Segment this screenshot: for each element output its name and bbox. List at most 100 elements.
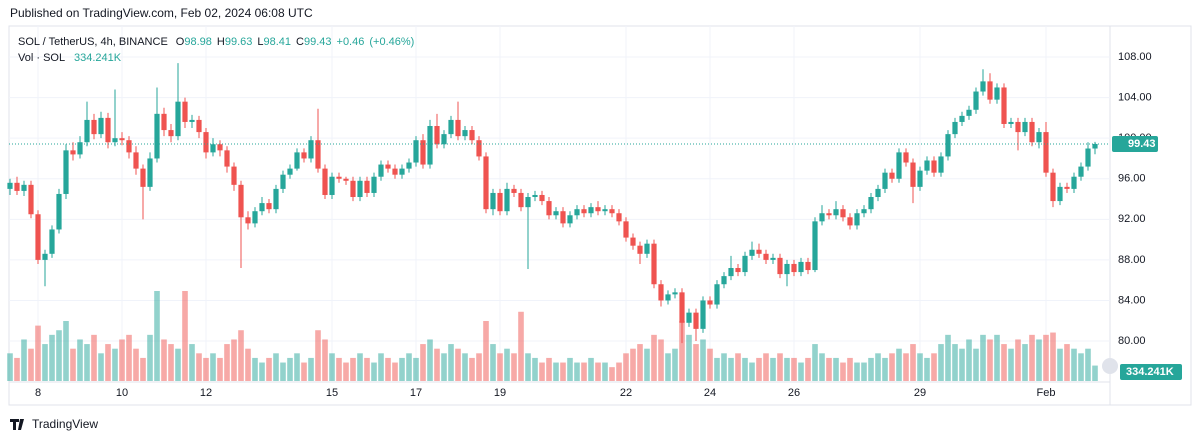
volume-bar xyxy=(483,321,489,381)
volume-bar xyxy=(392,362,398,381)
candle-body xyxy=(1057,186,1063,202)
volume-bar xyxy=(357,353,363,381)
volume-bar xyxy=(98,353,104,381)
candle-body xyxy=(889,172,895,179)
volume-bar xyxy=(546,357,552,381)
published-note: Published on TradingView.com, Feb 02, 20… xyxy=(10,6,313,20)
volume-bar xyxy=(308,357,314,381)
volume-bar xyxy=(651,334,657,381)
y-tick-label: 104.00 xyxy=(1118,92,1152,104)
volume-bar xyxy=(728,357,734,381)
candle-body xyxy=(224,150,230,167)
candle-body xyxy=(931,160,937,173)
candle-body xyxy=(238,184,244,218)
y-tick-label: 108.00 xyxy=(1118,51,1152,63)
candle-body xyxy=(539,194,545,202)
candle-body xyxy=(308,140,314,159)
volume-bar xyxy=(182,291,188,381)
volume-bar xyxy=(1022,344,1028,381)
candle-body xyxy=(560,211,566,224)
volume-bar xyxy=(658,339,664,381)
volume-last: 334.241K xyxy=(74,52,122,64)
volume-bar xyxy=(861,362,867,381)
volume-bar xyxy=(945,334,951,381)
candle-body xyxy=(966,109,972,116)
volume-bar xyxy=(700,339,706,381)
volume-bar xyxy=(595,362,601,381)
volume-bar xyxy=(294,353,300,381)
legend-value: 98.98 xyxy=(184,36,212,48)
volume-bar xyxy=(434,348,440,381)
volume-bar xyxy=(910,344,916,381)
volume-bar xyxy=(42,344,48,381)
volume-bar xyxy=(140,357,146,381)
candle-body xyxy=(721,276,727,285)
candle-body xyxy=(994,87,1000,100)
legend-letter: O xyxy=(176,36,185,48)
volume-bar xyxy=(77,339,83,381)
candle-body xyxy=(553,211,559,216)
volume-bar xyxy=(896,348,902,381)
x-tick-label: 12 xyxy=(200,387,212,399)
volume-bar xyxy=(679,321,685,381)
candle-body xyxy=(707,300,713,305)
volume-bar xyxy=(581,362,587,381)
candle-body xyxy=(679,292,685,323)
candle-body xyxy=(63,150,69,194)
candle-body xyxy=(497,192,503,212)
candle-body xyxy=(980,81,986,92)
candle-body xyxy=(161,113,167,131)
volume-bar xyxy=(441,353,447,381)
volume-bar xyxy=(749,362,755,381)
volume-bar xyxy=(819,353,825,381)
volume-bar xyxy=(385,357,391,381)
volume-bar xyxy=(966,339,972,381)
volume-bar xyxy=(952,344,958,381)
volume-bar xyxy=(693,344,699,381)
volume-bar xyxy=(336,357,342,381)
volume-bar xyxy=(1057,348,1063,381)
candle-body xyxy=(819,213,825,222)
volume-bar xyxy=(378,353,384,381)
volume-bar xyxy=(602,362,608,381)
volume-bar xyxy=(917,353,923,381)
candle-body xyxy=(567,215,573,224)
candle-body xyxy=(700,300,706,329)
y-tick-label: 80.00 xyxy=(1118,335,1146,347)
volume-bar xyxy=(210,353,216,381)
candle-body xyxy=(651,243,657,285)
chart-frame xyxy=(8,25,1192,406)
volume-bar xyxy=(630,348,636,381)
volume-bar xyxy=(840,362,846,381)
volume-bar xyxy=(56,330,62,381)
volume-bar xyxy=(1036,339,1042,381)
volume-bar xyxy=(203,357,209,381)
candle-body xyxy=(511,188,517,193)
candle-body xyxy=(385,164,391,169)
candle-body xyxy=(203,132,209,153)
candle-body xyxy=(91,119,97,135)
candle-body xyxy=(672,292,678,295)
candle-body xyxy=(105,117,111,143)
candle-body xyxy=(1015,121,1021,133)
x-tick-label: 8 xyxy=(35,387,41,399)
volume-bar xyxy=(462,353,468,381)
volume-bar xyxy=(7,353,13,381)
candle-body xyxy=(280,174,286,189)
candle-body xyxy=(1064,186,1070,189)
candle-body xyxy=(581,209,587,214)
candle-body xyxy=(833,209,839,216)
volume-bar xyxy=(1001,344,1007,381)
candle-body xyxy=(658,284,664,301)
candle-body xyxy=(1071,176,1077,189)
volume-bar xyxy=(28,348,34,381)
candle-body xyxy=(469,130,475,141)
candle-body xyxy=(49,229,55,254)
candle-body xyxy=(294,152,300,169)
symbol: SOL / TetherUS, 4h, BINANCE xyxy=(18,36,168,48)
volume-bar xyxy=(1029,334,1035,381)
candle-body xyxy=(434,126,440,145)
candle-body xyxy=(602,209,608,212)
candle-body xyxy=(987,81,993,100)
